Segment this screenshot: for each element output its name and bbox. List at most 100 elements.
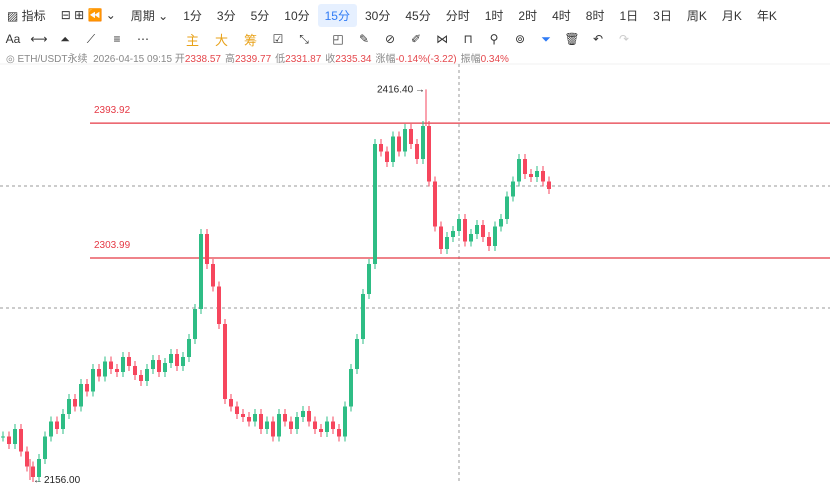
candle [139, 375, 143, 381]
candle [547, 181, 551, 189]
tool-icon[interactable]: ⊘ [385, 32, 396, 46]
field-value: 2338.57 [184, 54, 221, 65]
candle [331, 421, 335, 429]
interval-button[interactable]: 1分 [183, 8, 202, 23]
candle [157, 360, 161, 372]
candle [391, 136, 395, 162]
draw-toolbar: Aa ⟷ ⏶ ⟋ ≡ ⋯ 主大筹 ☑ ⤡ ◰ ✎ ⊘ ✐ ⋈ ⊓ ⚲ ⊚ ⏷ 🗑… [0, 30, 830, 48]
tool-icon[interactable]: ✐ [411, 32, 422, 46]
field-label: 高 [224, 54, 235, 65]
interval-button[interactable]: 1时 [484, 8, 504, 23]
candle [31, 466, 35, 477]
candle [295, 417, 299, 429]
period-label: 周期 [130, 8, 155, 23]
candle [175, 354, 179, 366]
candle [307, 411, 311, 422]
candle [97, 369, 101, 377]
candle [313, 421, 317, 429]
icons[interactable]: ⊟ ⊞ ⏪ ⌄ [60, 8, 116, 22]
field-label: 收 [325, 54, 336, 65]
tool-icon[interactable]: ⏷ [541, 31, 551, 46]
candle [103, 361, 107, 377]
tool-icon[interactable]: ⊓ [463, 32, 473, 46]
field-value: -0.14%(-3.22) [395, 54, 457, 65]
tool-icon[interactable]: ↶ [593, 32, 604, 46]
candle [319, 429, 323, 432]
candle [535, 171, 539, 177]
candle [373, 144, 377, 264]
interval-button[interactable]: 年K [756, 8, 777, 23]
candle [241, 414, 245, 417]
interval-button[interactable]: 3分 [216, 8, 236, 23]
candle [253, 414, 257, 422]
interval-button[interactable]: 5分 [250, 8, 270, 23]
info-bar: ◎ ETH/USDT永续 2026-04-15 09:15 开2338.57 高2… [6, 54, 509, 65]
candle [223, 324, 227, 399]
interval-button[interactable]: 3日 [653, 8, 672, 23]
interval-button[interactable]: 2时 [518, 8, 538, 23]
tool-icon[interactable]: ⋯ [137, 32, 149, 46]
interval-button[interactable]: 1日 [619, 8, 639, 23]
candle [451, 231, 455, 237]
candle [79, 384, 83, 407]
candle [283, 414, 287, 422]
mode-button[interactable]: 主 [186, 32, 200, 48]
mode-button[interactable]: 筹 [244, 32, 258, 48]
indicator-button[interactable]: ▨ 指标 [7, 8, 46, 23]
field-value: 0.34% [480, 54, 509, 65]
candle [505, 196, 509, 219]
candle [529, 174, 533, 177]
candle [217, 286, 221, 324]
candle [91, 369, 95, 392]
candle [133, 366, 137, 375]
tool-icon[interactable]: ↷ [619, 32, 630, 46]
interval-button[interactable]: 45分 [405, 8, 431, 23]
candle [85, 384, 89, 392]
candle [49, 421, 53, 437]
interval-button[interactable]: 分时 [445, 8, 470, 23]
interval-button[interactable]: 周K [686, 8, 707, 23]
interval-button[interactable]: 8时 [585, 8, 605, 23]
candle [7, 436, 11, 444]
interval-button[interactable]: 月K [721, 8, 742, 23]
tool-icon[interactable]: ⤡ [299, 31, 309, 46]
candle [19, 429, 23, 452]
candle [481, 225, 485, 237]
field-label: 振幅 [460, 54, 481, 65]
candle [271, 421, 275, 437]
field-value: 2339.77 [234, 54, 272, 65]
level-label: 2303.99 [94, 240, 131, 251]
level-label: 2393.92 [94, 105, 131, 116]
tool-icon[interactable]: ☑ [272, 32, 284, 46]
candle [493, 226, 497, 246]
tool-icon[interactable]: 🗑 [564, 32, 580, 46]
tool-icon[interactable]: ⏶ [60, 31, 70, 46]
tool-icon[interactable]: ⚲ [489, 32, 499, 46]
candle [109, 361, 113, 369]
candle [499, 219, 503, 227]
candle [421, 126, 425, 159]
tool-icon[interactable]: ⟷ [30, 32, 48, 46]
tool-icon[interactable]: ✎ [359, 32, 370, 46]
tool-icon[interactable]: ⋈ [436, 32, 449, 46]
interval-button[interactable]: 15分 [317, 3, 357, 27]
candle [169, 354, 173, 363]
interval-button[interactable]: 30分 [364, 8, 391, 23]
font-button[interactable]: Aa [5, 32, 21, 46]
candle [265, 421, 269, 429]
low-label: 2156.00 [44, 475, 81, 483]
tool-icon[interactable]: ◰ [332, 32, 344, 46]
tool-icon[interactable]: ⊚ [515, 32, 526, 46]
period-button[interactable]: 周期 ⌄ [130, 8, 169, 23]
mode-button[interactable]: 大 [215, 32, 229, 48]
interval-button[interactable]: 4时 [552, 8, 571, 23]
candle [301, 411, 305, 417]
candle [367, 264, 371, 294]
candle [433, 181, 437, 227]
tool-icon[interactable]: ≡ [113, 32, 121, 46]
candle [127, 357, 131, 366]
candle [25, 451, 29, 467]
tool-icon[interactable]: ⟋ [86, 31, 96, 46]
interval-button[interactable]: 10分 [284, 8, 310, 23]
